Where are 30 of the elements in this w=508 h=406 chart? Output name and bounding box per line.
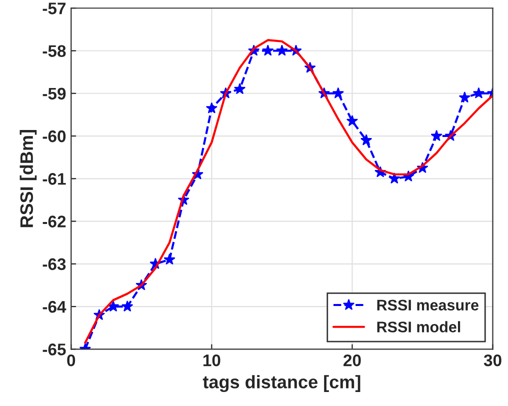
y-tick-label: -64 xyxy=(42,300,66,313)
x-tick-label: 10 xyxy=(203,354,220,366)
point xyxy=(164,254,176,265)
point xyxy=(346,115,358,126)
point xyxy=(206,102,218,114)
x-tick-label: 30 xyxy=(484,354,502,366)
y-tick-label: -58 xyxy=(42,45,66,57)
legend-label: RSSI measure xyxy=(377,300,478,311)
legend-label: RSSI model xyxy=(377,321,460,332)
point xyxy=(388,172,400,184)
point xyxy=(262,44,274,56)
point xyxy=(234,83,246,94)
point xyxy=(122,300,134,312)
y-axis-title: RSSI [dBm] xyxy=(20,130,37,228)
point xyxy=(472,87,485,98)
y-tick-label: -57 xyxy=(42,2,66,14)
y-tick-label: -61 xyxy=(42,173,66,185)
point xyxy=(458,92,470,103)
point xyxy=(276,44,288,56)
y-tick-label: -62 xyxy=(42,216,66,228)
x-axis-title: tags distance [cm] xyxy=(202,375,360,392)
y-tick-label: -59 xyxy=(42,88,66,100)
point xyxy=(360,134,372,146)
point xyxy=(430,130,442,142)
y-tick-label: -63 xyxy=(42,258,66,270)
x-tick-label: 20 xyxy=(344,354,361,366)
y-tick-label: -60 xyxy=(42,130,66,142)
y-tick-label: -65 xyxy=(42,344,66,356)
x-tick-label: 0 xyxy=(67,354,76,366)
point xyxy=(332,87,344,98)
